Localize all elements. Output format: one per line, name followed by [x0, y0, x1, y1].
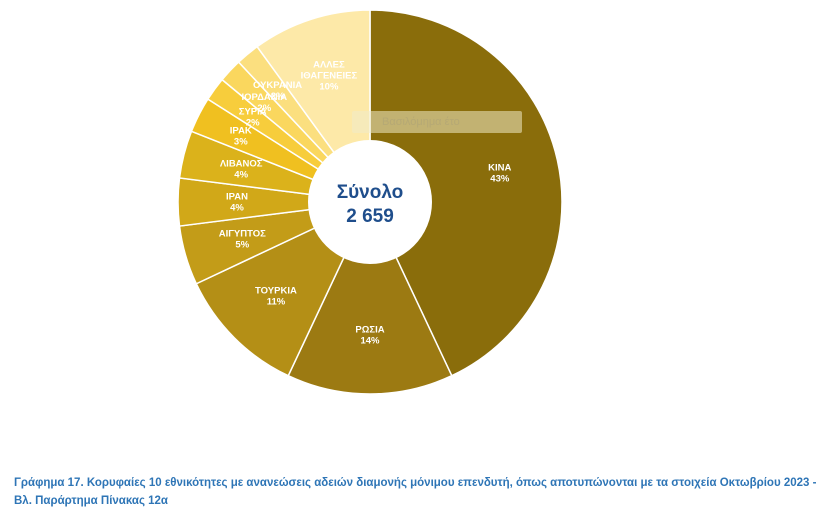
watermark-text: Βασιλόμημα έτο: [352, 111, 522, 133]
slice-category-label: ΤΟΥΡΚΙΑ: [255, 286, 297, 297]
slice-percent-label: 14%: [360, 336, 380, 347]
slice-category-label: ΚΙΝΑ: [488, 162, 511, 173]
labels-group: ΚΙΝΑ43%ΡΩΣΙΑ14%ΤΟΥΡΚΙΑ11%ΑΙΓΥΠΤΟΣ5%ΙΡΑΝ4…: [219, 60, 512, 347]
slice-percent-label: 2%: [257, 103, 271, 114]
slice-category-label: ΡΩΣΙΑ: [355, 325, 384, 336]
slice-category-label: ΛΙΒΑΝΟΣ: [220, 158, 263, 169]
slice-1: [287, 200, 453, 395]
slice-percent-label: 2%: [246, 117, 260, 128]
slice-percent-label: 3%: [234, 137, 248, 148]
slice-category-label: ΙΡΑΚ: [230, 126, 252, 137]
slice-category-label: ΟΥΚΡΑΝΙΑ: [253, 80, 302, 91]
slice-category-label: ΑΙΓΥΠΤΟΣ: [219, 229, 266, 240]
slice-percent-label: 10%: [319, 82, 339, 93]
slice-percent-label: 4%: [230, 203, 244, 214]
slice-category-label: ΙΟΡΔΑΝΙΑ: [241, 92, 287, 103]
slice-category-label: ΣΥΡΙΑ: [239, 106, 267, 117]
donut-chart-svg: ΚΙΝΑ43%ΡΩΣΙΑ14%ΤΟΥΡΚΙΑ11%ΑΙΓΥΠΤΟΣ5%ΙΡΑΝ4…: [177, 9, 563, 395]
slice-0: [369, 9, 563, 377]
center-title: Σύνολο: [337, 182, 404, 203]
slice-percent-label: 11%: [267, 297, 286, 308]
slice-percent-label: 5%: [235, 240, 249, 251]
slice-percent-label: 43%: [490, 173, 510, 184]
donut-hole: [308, 140, 432, 264]
slice-category-label: ΙΡΑΝ: [226, 192, 248, 203]
center-value: 2 659: [346, 206, 394, 227]
slice-category-label: ΙΘΑΓΕΝΕΙΕΣ: [301, 71, 358, 82]
slice-category-label: ΑΛΛΕΣ: [313, 60, 345, 71]
slice-percent-label: 2%: [271, 91, 285, 102]
slice-percent-label: 4%: [234, 169, 248, 180]
figure-caption: Γράφημα 17. Κορυφαίες 10 εθνικότητες με …: [14, 477, 817, 507]
donut-chart: ΚΙΝΑ 43% ΡΩΣΙΑ 14% ΤΟΥΡΚΙΑ 11% ΑΙΓΥΠΤΟΣ 5% ΙΡΑΝ 4…: [177, 9, 563, 395]
